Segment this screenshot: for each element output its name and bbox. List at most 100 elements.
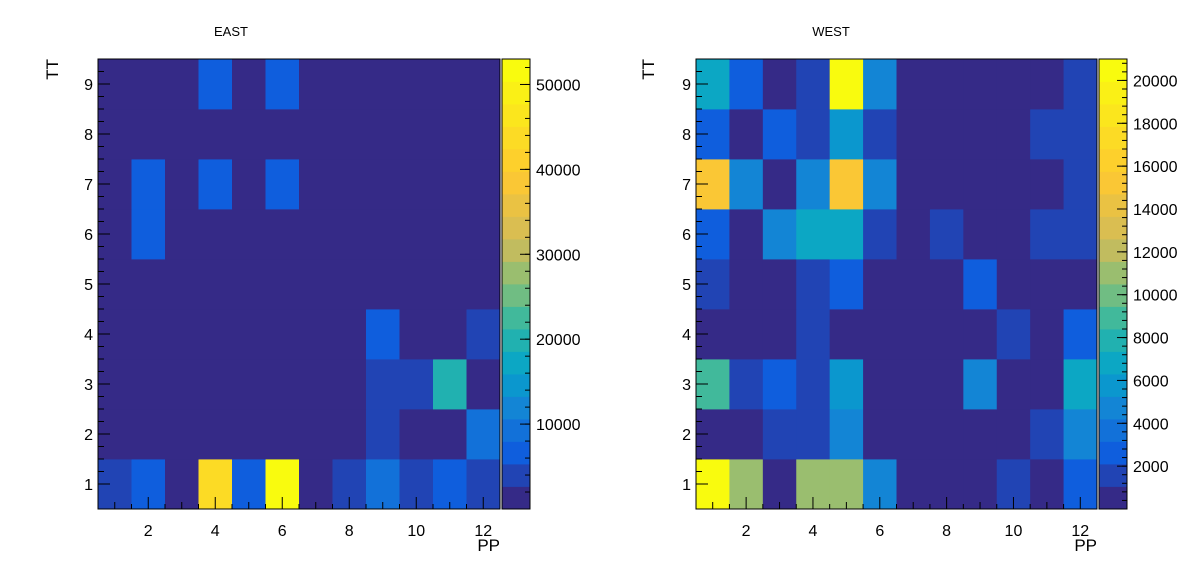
heatmap-cell xyxy=(165,59,199,110)
heatmap-cell xyxy=(796,409,831,460)
y-tick-label: 3 xyxy=(84,377,93,394)
y-axis-label: TT xyxy=(43,59,62,80)
heatmap-cell xyxy=(863,209,897,260)
heatmap-cell xyxy=(762,109,797,160)
heatmap-cell xyxy=(131,409,166,460)
colorbar-level xyxy=(502,486,530,510)
heatmap-cell xyxy=(131,109,166,160)
heatmap-cell xyxy=(829,159,864,210)
colorbar-tick-label: 4000 xyxy=(1133,416,1169,433)
heatmap-cell xyxy=(963,59,998,110)
heatmap-cell xyxy=(1063,59,1098,110)
heatmap-cell xyxy=(366,409,400,460)
heatmap-cell xyxy=(232,459,266,510)
colorbar-frame xyxy=(501,58,531,510)
colorbar-level xyxy=(1099,441,1127,465)
heatmap-cell xyxy=(1063,209,1098,260)
heatmap-cell xyxy=(996,359,1031,410)
heatmap-cell xyxy=(466,309,501,360)
colorbar-level xyxy=(1099,329,1127,352)
colorbar-level xyxy=(1099,351,1127,375)
colorbar-tick-label: 16000 xyxy=(1133,159,1178,176)
heatmap-cell xyxy=(433,409,467,460)
heatmap-cell xyxy=(232,259,266,310)
heatmap-cell xyxy=(433,59,467,110)
heatmap-cell xyxy=(1063,159,1098,210)
heatmap-cell xyxy=(265,359,300,410)
heatmap-cell xyxy=(265,409,300,460)
heatmap-cell xyxy=(929,109,964,160)
heatmap-cell xyxy=(265,209,300,260)
heatmap-cell xyxy=(433,109,467,160)
heatmap-cell xyxy=(366,59,400,110)
heatmap-cell xyxy=(265,259,300,310)
heatmap-cell xyxy=(299,459,333,510)
heatmap-cell xyxy=(466,359,501,410)
colorbar-tick-label: 30000 xyxy=(536,247,581,264)
heatmap-cell xyxy=(265,109,300,160)
colorbar-level xyxy=(1099,104,1127,127)
heatmap-cell xyxy=(332,259,367,310)
heatmap-cell xyxy=(165,259,199,310)
heatmap-cell xyxy=(299,209,333,260)
heatmap-cell xyxy=(399,109,434,160)
heatmap-cell xyxy=(232,109,266,160)
x-axis-label: PP xyxy=(1074,536,1097,555)
heatmap-cell xyxy=(433,259,467,310)
heatmap-cell xyxy=(399,259,434,310)
heatmap-cell xyxy=(232,159,266,210)
heatmap-cell xyxy=(131,209,166,260)
colorbar-level xyxy=(1099,126,1127,150)
colorbar-tick-label: 50000 xyxy=(536,77,581,94)
heatmap-cell xyxy=(729,359,764,410)
heatmap-cell xyxy=(796,259,831,310)
heatmap-cell xyxy=(796,309,831,360)
heatmap-cell xyxy=(232,409,266,460)
heatmap-cell xyxy=(829,209,864,260)
heatmap-cell xyxy=(996,409,1031,460)
heatmap-cell xyxy=(198,159,233,210)
y-tick-label: 5 xyxy=(84,277,93,294)
heatmap-cell xyxy=(332,59,367,110)
heatmap-cell xyxy=(762,459,797,510)
heatmap-cell xyxy=(466,209,501,260)
heatmap-cell xyxy=(829,359,864,410)
heatmap-cell xyxy=(131,309,166,360)
colorbar-tick-label: 10000 xyxy=(1133,288,1178,305)
heatmap-cell xyxy=(896,209,931,260)
y-tick-label: 2 xyxy=(682,427,691,444)
heatmap-cell xyxy=(863,59,897,110)
heatmap-cell xyxy=(863,159,897,210)
colorbar-tick-label: 8000 xyxy=(1133,331,1169,348)
heatmap-cell xyxy=(896,259,931,310)
heatmap-cell xyxy=(433,209,467,260)
x-axis-label: PP xyxy=(477,536,500,555)
colorbar-level xyxy=(1099,374,1127,397)
heatmap-cell xyxy=(366,459,400,510)
colorbar-level xyxy=(1099,239,1127,262)
heatmap-cell xyxy=(332,159,367,210)
heatmap-cell xyxy=(466,259,501,310)
heatmap-cell xyxy=(729,409,764,460)
x-tick-label: 6 xyxy=(875,523,884,540)
y-tick-label: 3 xyxy=(682,377,691,394)
heatmap-cell xyxy=(929,59,964,110)
heatmap-cell xyxy=(762,259,797,310)
colorbar-level xyxy=(1099,261,1127,285)
y-tick-label: 7 xyxy=(682,177,691,194)
y-tick-label: 9 xyxy=(682,77,691,94)
heatmap-cell xyxy=(366,359,400,410)
y-tick-label: 2 xyxy=(84,427,93,444)
heatmap-cell xyxy=(265,59,300,110)
colorbar-level xyxy=(502,396,530,420)
heatmap-cell xyxy=(762,309,797,360)
heatmap-cell xyxy=(963,409,998,460)
heatmap-cell xyxy=(929,309,964,360)
heatmap-cell xyxy=(963,259,998,310)
x-tick-label: 10 xyxy=(1005,523,1023,540)
heatmap-cell xyxy=(366,159,400,210)
y-tick-label: 6 xyxy=(682,227,691,244)
heatmap-cell xyxy=(165,459,199,510)
heatmap-cell xyxy=(198,109,233,160)
colorbar-level xyxy=(1099,149,1127,172)
